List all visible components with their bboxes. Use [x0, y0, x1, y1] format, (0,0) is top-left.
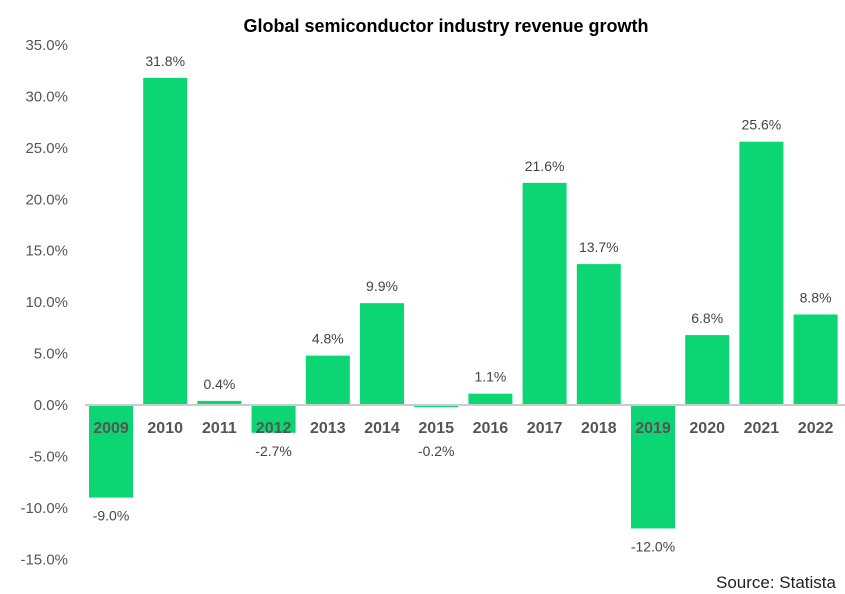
x-tick-label: 2016 [473, 420, 509, 437]
bar-2016 [468, 393, 513, 405]
x-tick-label: 2017 [527, 420, 563, 437]
y-tick-label: 15.0% [25, 243, 68, 260]
y-tick-label: 35.0% [25, 37, 68, 54]
data-label: 0.4% [203, 376, 235, 392]
data-label: 1.1% [474, 369, 506, 385]
bar-2011 [197, 400, 242, 405]
y-tick-label: 20.0% [25, 191, 68, 208]
x-tick-label: 2019 [635, 420, 671, 437]
bar-2015 [414, 405, 459, 408]
x-tick-label: 2012 [256, 420, 292, 437]
data-label: 4.8% [312, 331, 344, 347]
bar-2012 [251, 405, 296, 433]
data-label: 31.8% [145, 53, 185, 69]
data-label: -9.0% [93, 508, 130, 524]
data-label: 25.6% [742, 117, 782, 133]
y-tick-label: -10.0% [20, 500, 68, 517]
data-label: 8.8% [800, 289, 832, 305]
x-tick-label: 2021 [744, 420, 780, 437]
y-tick-label: 25.0% [25, 140, 68, 157]
data-label: 13.7% [579, 239, 619, 255]
x-tick-label: 2018 [581, 420, 617, 437]
chart-title: Global semiconductor industry revenue gr… [243, 16, 648, 36]
bar-2017 [522, 182, 567, 405]
data-label: 6.8% [691, 310, 723, 326]
y-tick-label: 0.0% [34, 397, 68, 414]
bar-2013 [305, 355, 350, 405]
bar-2009 [89, 405, 133, 498]
bar-2020 [685, 335, 730, 405]
data-label: -12.0% [631, 538, 675, 554]
bar-2019 [631, 405, 675, 529]
x-tick-label: 2011 [202, 420, 237, 437]
y-tick-label: 10.0% [25, 294, 68, 311]
data-label: -2.7% [255, 443, 292, 459]
bar-2022 [793, 314, 838, 405]
x-tick-label: 2014 [364, 420, 400, 437]
x-tick-label: 2009 [93, 420, 129, 437]
y-tick-label: -15.0% [20, 551, 68, 568]
x-tick-label: 2010 [147, 420, 183, 437]
bar-2018 [576, 264, 621, 405]
data-label: 9.9% [366, 278, 398, 294]
source-note: Source: Statista [716, 573, 837, 592]
x-tick-label: 2015 [418, 420, 454, 437]
bar-2010 [143, 77, 188, 406]
y-tick-label: 30.0% [25, 88, 68, 105]
y-tick-label: 5.0% [34, 346, 68, 363]
y-tick-label: -5.0% [29, 448, 68, 465]
data-label: 21.6% [525, 158, 565, 174]
bar-2021 [739, 141, 784, 405]
data-label: -0.2% [418, 443, 455, 459]
x-tick-label: 2020 [689, 420, 725, 437]
x-tick-label: 2022 [798, 420, 834, 437]
bar-2014 [360, 303, 404, 405]
x-tick-label: 2013 [310, 420, 346, 437]
